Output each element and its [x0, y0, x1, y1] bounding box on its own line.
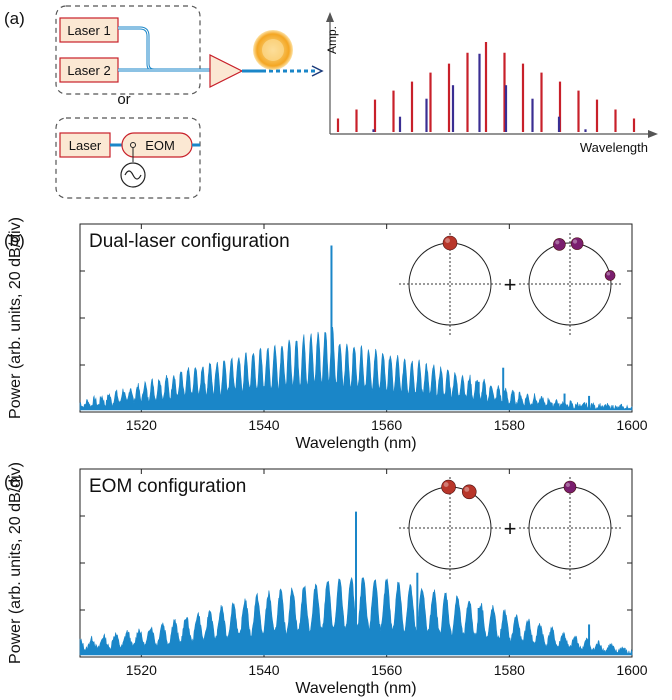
phase-circle: [528, 486, 612, 570]
soliton-sphere: [553, 238, 566, 251]
x-tick-label: 1520: [126, 417, 157, 433]
panel-label-a: (a): [4, 9, 25, 28]
y-axis-label: Power (arb. units, 20 dB/div): [7, 462, 24, 664]
configuration-label: Dual-laser configuration: [89, 231, 290, 252]
laser1-box: [59, 17, 119, 43]
dual-laser-group: [55, 5, 201, 95]
x-tick-label: 1600: [616, 417, 647, 433]
comb-schematic-chart: Amp. Wavelength: [325, 12, 658, 155]
laser-label: Laser: [69, 138, 102, 153]
x-axis-label: Wavelength (nm): [295, 680, 416, 697]
x-tick-label: 1540: [248, 662, 279, 678]
spectrum-trace: [79, 326, 633, 411]
wavelength-label: Wavelength: [580, 140, 648, 155]
x-tick-label: 1580: [494, 662, 525, 678]
sine-source-icon: [120, 162, 146, 188]
soliton-sphere: [441, 479, 456, 495]
x-tick-label: 1560: [371, 417, 402, 433]
inset-plus: +: [504, 516, 517, 541]
soliton-sphere: [570, 237, 584, 250]
panel-label-b: (b): [4, 231, 25, 250]
phase-circle: [408, 242, 492, 326]
amp-label: Amp.: [325, 26, 339, 54]
microresonator-icon: [253, 30, 293, 70]
soliton-sphere: [604, 270, 616, 281]
configuration-label: EOM configuration: [89, 476, 246, 497]
laser1-label: Laser 1: [67, 23, 110, 38]
x-axis-label: Wavelength (nm): [295, 435, 416, 452]
panel-label-c: (c): [4, 472, 24, 491]
y-axis-label: Power (arb. units, 20 dB/div): [7, 217, 24, 419]
soliton-sphere: [442, 235, 458, 251]
laser2-label: Laser 2: [67, 63, 110, 78]
soliton-sphere: [563, 480, 577, 494]
fiber-laser1: [118, 26, 210, 72]
eom-spectrum-chart: 1520 1540 1560 1580 1600 EOM configuration Wav…: [7, 462, 648, 697]
soliton-sphere: [461, 484, 477, 500]
x-tick-label: 1540: [248, 417, 279, 433]
amplifier-triangle-icon: [209, 54, 244, 88]
dual-laser-spectrum-chart: 1520 1540 1560 1580 1600 Dual-laser configura…: [7, 217, 648, 452]
phase-circle: [528, 242, 612, 326]
x-tick-label: 1600: [616, 662, 647, 678]
eom-label: EOM: [145, 138, 175, 153]
phase-circle: [408, 486, 492, 570]
or-label: or: [117, 91, 130, 108]
x-tick-label: 1560: [371, 662, 402, 678]
inset-plus: +: [504, 272, 517, 297]
x-tick-label: 1580: [494, 417, 525, 433]
x-tick-label: 1520: [126, 662, 157, 678]
